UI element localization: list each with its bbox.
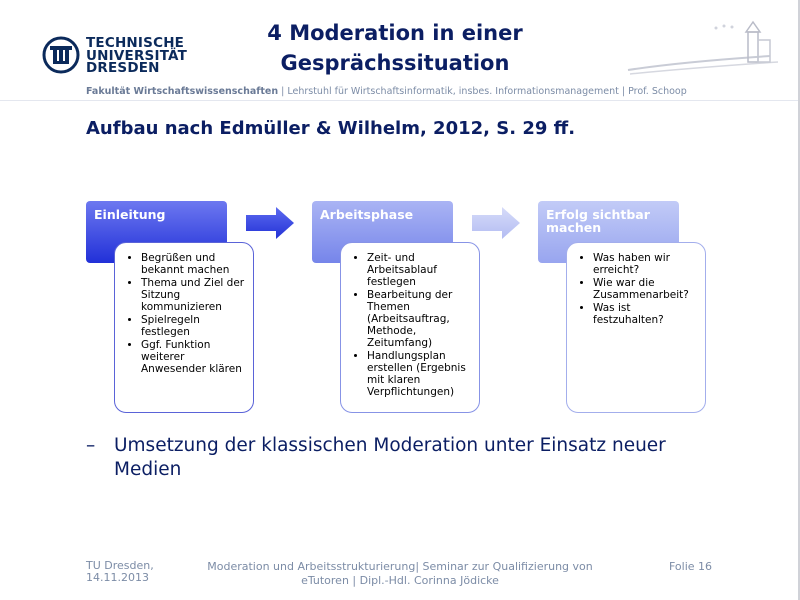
list-item: Bearbeitung der Themen (Arbeitsauftrag, … [367, 289, 471, 349]
tu-dresden-emblem-icon [42, 36, 80, 74]
list-item: Begrüßen und bekannt machen [141, 252, 245, 276]
list-item: Spielregeln festlegen [141, 314, 245, 338]
arrow-right-icon [246, 207, 294, 239]
arrow-right-icon [472, 207, 520, 239]
list-item: Was haben wir erreicht? [593, 252, 697, 276]
list-item: Wie war die Zusammenarbeit? [593, 277, 697, 301]
list-item: Ggf. Funktion weiterer Anwesender klären [141, 339, 245, 375]
logo-wordmark: TECHNISCHE UNIVERSITÄT DRESDEN [86, 35, 188, 76]
footer-location-date: TU Dresden, 14.11.2013 [86, 559, 154, 584]
stage-arbeitsphase-card: Zeit- und Arbeitsablauf festlegen Bearbe… [340, 242, 480, 413]
slide-edge [798, 0, 800, 600]
header-divider [0, 100, 800, 101]
list-item: Was ist festzuhalten? [593, 302, 697, 326]
list-item: Zeit- und Arbeitsablauf festlegen [367, 252, 471, 288]
list-item: Handlungsplan erstellen (Ergebnis mit kl… [367, 350, 471, 398]
wiim-logo-icon [627, 20, 779, 75]
section-heading: Aufbau nach Edmüller & Wilhelm, 2012, S.… [86, 118, 576, 139]
tu-dresden-logo: TECHNISCHE UNIVERSITÄT DRESDEN [42, 34, 187, 78]
stage-erfolg-card: Was haben wir erreicht? Wie war die Zusa… [566, 242, 706, 413]
bullet-dash: – [86, 435, 96, 456]
stage-einleitung-card: Begrüßen und bekannt machen Thema und Zi… [114, 242, 254, 413]
slide-number: Folie 16 [669, 560, 713, 573]
list-item: Thema und Ziel der Sitzung kommunizieren [141, 277, 245, 313]
slide-title: 4 Moderation in einer Gesprächssituation [267, 21, 523, 75]
footer-course-info: Moderation und Arbeitsstrukturierung| Se… [207, 560, 593, 587]
faculty-line: Fakultät Wirtschaftswissenschaften | Leh… [86, 86, 687, 97]
bullet-text: Umsetzung der klassischen Moderation unt… [114, 435, 666, 480]
